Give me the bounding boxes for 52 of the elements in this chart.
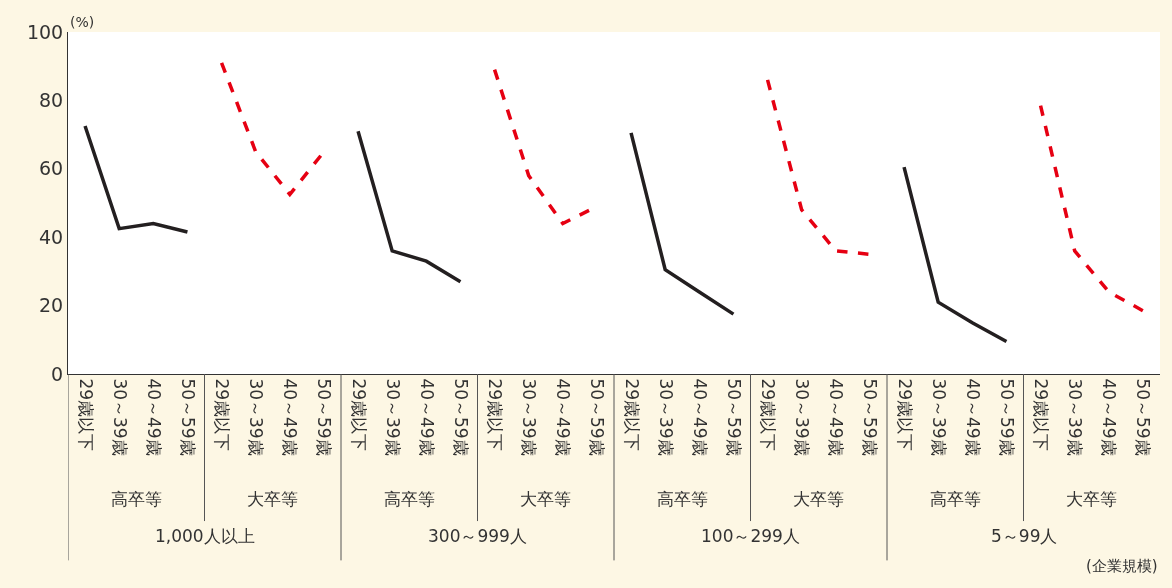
x-tick-label: 40～49歳	[553, 378, 574, 456]
x-tick-label: 29歳以下	[1031, 378, 1052, 452]
x-tick-label: 50～59歳	[177, 378, 198, 456]
x-tick-label: 30～39歳	[519, 378, 540, 456]
y-tick-label: 20	[39, 294, 64, 317]
x-tick-label: 40～49歳	[1099, 378, 1120, 456]
x-tick-label: 30～39歳	[792, 378, 813, 456]
y-tick-label: 100	[26, 20, 64, 43]
x-tick-label: 40～49歳	[826, 378, 847, 456]
x-tick-label: 50～59歳	[450, 378, 471, 456]
x-tick-label: 40～49歳	[689, 378, 710, 456]
x-tick-label: 30～39歳	[382, 378, 403, 456]
x-tick-label: 40～49歳	[143, 378, 164, 456]
x-tick-label: 50～59歳	[1133, 378, 1154, 456]
text: 高卒等	[111, 489, 162, 509]
x-tick-label: 29歳以下	[621, 378, 642, 452]
text: 大卒等	[247, 489, 298, 509]
x-tick-label: 30～39歳	[246, 378, 267, 456]
x-tick-label: 50～59歳	[587, 378, 608, 456]
text: 高卒等	[657, 489, 708, 509]
text: 100～299人	[701, 526, 800, 546]
text: 5～99人	[991, 526, 1058, 546]
x-tick-label: 40～49歳	[416, 378, 437, 456]
text: 高卒等	[930, 489, 981, 509]
text: (企業規模)	[1086, 557, 1158, 575]
x-tick-label: 30～39歳	[928, 378, 949, 456]
y-tick-label: 0	[51, 362, 64, 385]
text: 300～999人	[428, 526, 527, 546]
x-tick-label: 29歳以下	[894, 378, 915, 452]
x-tick-label: 29歳以下	[212, 378, 233, 452]
x-tick-label: 50～59歳	[723, 378, 744, 456]
x-tick-label: 30～39歳	[655, 378, 676, 456]
text: 1,000人以上	[155, 526, 255, 546]
x-tick-label: 50～59歳	[314, 378, 335, 456]
x-tick-label: 40～49歳	[280, 378, 301, 456]
text: 大卒等	[1066, 489, 1117, 509]
x-tick-label: 29歳以下	[75, 378, 96, 452]
text: 大卒等	[793, 489, 844, 509]
y-tick-label: 60	[39, 157, 64, 180]
y-tick-label: 80	[39, 89, 64, 112]
x-tick-label: 50～59歳	[996, 378, 1017, 456]
text: 高卒等	[384, 489, 435, 509]
x-tick-label: 30～39歳	[1065, 378, 1086, 456]
text: 大卒等	[520, 489, 571, 509]
x-tick-label: 29歳以下	[758, 378, 779, 452]
x-tick-label: 29歳以下	[348, 378, 369, 452]
x-tick-label: 30～39歳	[109, 378, 130, 456]
y-tick-label: 40	[39, 225, 64, 248]
x-tick-label: 50～59歳	[860, 378, 881, 456]
x-tick-label: 40～49歳	[962, 378, 983, 456]
x-tick-label: 29歳以下	[485, 378, 506, 452]
y-axis-title: (%)	[70, 14, 95, 30]
